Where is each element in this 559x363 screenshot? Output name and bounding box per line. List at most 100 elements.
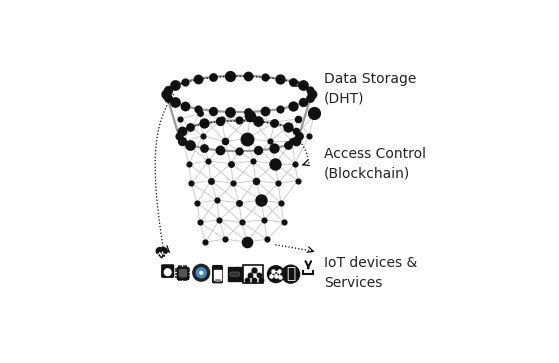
Circle shape xyxy=(193,264,210,281)
Point xyxy=(217,116,226,122)
Text: Access Control
(Blockchain): Access Control (Blockchain) xyxy=(324,147,426,180)
FancyBboxPatch shape xyxy=(243,265,263,283)
Point xyxy=(245,113,254,119)
Point xyxy=(201,239,210,245)
Point xyxy=(177,138,186,143)
Point xyxy=(243,239,252,245)
Circle shape xyxy=(235,272,239,276)
Point xyxy=(305,133,314,139)
Point xyxy=(305,95,314,101)
Point xyxy=(250,277,259,283)
Point xyxy=(212,197,221,203)
Point xyxy=(174,133,183,139)
Point xyxy=(271,161,280,167)
Point xyxy=(213,277,222,282)
Point xyxy=(234,148,243,154)
Point xyxy=(180,79,189,85)
Point xyxy=(243,136,252,142)
Point xyxy=(211,277,220,282)
Circle shape xyxy=(160,248,167,255)
Point xyxy=(307,91,316,97)
Point xyxy=(279,220,288,225)
Point xyxy=(310,110,319,116)
Circle shape xyxy=(267,266,284,282)
Point xyxy=(288,139,297,144)
Point xyxy=(245,272,254,278)
Point xyxy=(216,118,225,124)
Point xyxy=(209,108,217,114)
FancyBboxPatch shape xyxy=(214,270,220,281)
Point xyxy=(186,142,195,148)
Point xyxy=(237,220,246,225)
Point xyxy=(226,161,235,167)
Point xyxy=(220,139,229,144)
Point xyxy=(220,236,229,242)
Point xyxy=(164,87,173,93)
Point xyxy=(253,118,262,124)
Point xyxy=(276,76,285,82)
Circle shape xyxy=(282,265,300,283)
Point xyxy=(187,180,196,186)
FancyBboxPatch shape xyxy=(162,265,173,277)
Point xyxy=(162,91,170,97)
Point xyxy=(215,217,224,223)
Circle shape xyxy=(164,269,171,276)
Circle shape xyxy=(196,268,206,278)
FancyBboxPatch shape xyxy=(178,269,186,277)
Point xyxy=(257,277,266,283)
Point xyxy=(250,267,259,273)
Point xyxy=(206,178,215,183)
FancyBboxPatch shape xyxy=(177,267,188,279)
Point xyxy=(226,109,235,115)
Point xyxy=(186,124,195,130)
Point xyxy=(292,138,301,143)
Point xyxy=(259,217,268,223)
Circle shape xyxy=(231,273,233,275)
Point xyxy=(291,161,300,167)
Point xyxy=(260,74,269,80)
Point xyxy=(293,178,302,183)
Circle shape xyxy=(230,272,234,276)
Circle shape xyxy=(233,272,236,276)
Point xyxy=(199,145,208,151)
Point xyxy=(295,133,304,139)
Point xyxy=(271,273,280,278)
Point xyxy=(216,147,225,153)
Point xyxy=(273,180,282,186)
Point xyxy=(184,161,193,167)
Circle shape xyxy=(234,273,236,275)
Point xyxy=(248,158,257,164)
Point xyxy=(299,99,308,105)
Point xyxy=(198,133,207,139)
Point xyxy=(289,79,298,85)
Point xyxy=(270,121,279,126)
Point xyxy=(305,87,314,93)
Circle shape xyxy=(156,248,163,255)
Point xyxy=(234,118,243,123)
Point xyxy=(276,200,285,206)
Point xyxy=(192,200,201,206)
Point xyxy=(299,82,308,88)
Point xyxy=(234,200,243,206)
FancyBboxPatch shape xyxy=(228,267,241,281)
Point xyxy=(265,139,274,144)
Point xyxy=(262,236,271,242)
Point xyxy=(195,110,204,116)
Circle shape xyxy=(236,273,239,275)
Point xyxy=(199,121,208,126)
Polygon shape xyxy=(157,252,167,258)
Point xyxy=(251,178,260,183)
Point xyxy=(193,76,202,82)
Circle shape xyxy=(200,272,202,274)
Point xyxy=(243,109,252,115)
Point xyxy=(203,158,212,164)
Point xyxy=(193,106,202,112)
Point xyxy=(177,128,186,134)
Point xyxy=(195,220,204,225)
Point xyxy=(243,73,252,79)
Point xyxy=(176,116,184,122)
Text: 🐦: 🐦 xyxy=(286,267,295,282)
Point xyxy=(257,197,266,203)
Point xyxy=(226,73,235,79)
Point xyxy=(180,103,189,109)
